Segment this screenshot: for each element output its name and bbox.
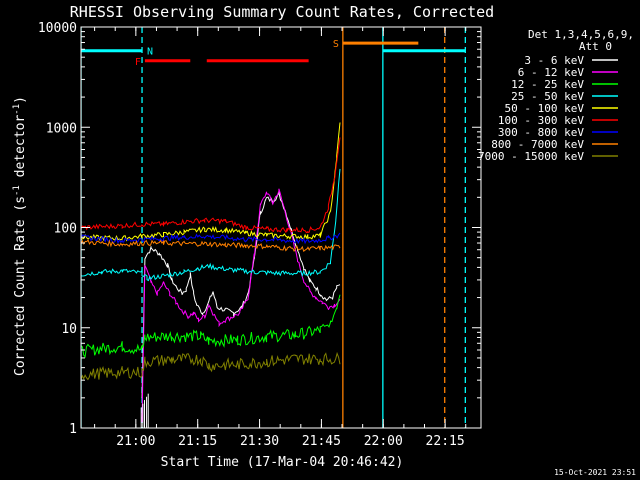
series-line-800-7000-kev: [81, 239, 341, 253]
y-axis-label-mid: detector: [13, 115, 28, 186]
y-axis-label-end: ): [13, 96, 28, 104]
legend-label-50-100-kev: 50 - 100 keV: [505, 102, 585, 115]
flag-f-label: F: [135, 57, 141, 68]
legend-label-800-7000-kev: 800 - 7000 keV: [491, 138, 584, 151]
legend-label-6-12-kev: 6 - 12 keV: [518, 66, 585, 79]
legend-label-25-50-kev: 25 - 50 keV: [511, 90, 584, 103]
series-line-12-25-kev: [81, 294, 341, 359]
y-axis-label-main: Corrected Count Rate (s: [13, 196, 28, 376]
series-line-50-100-kev: [81, 122, 341, 242]
legend-label-7000-15000-kev: 7000 - 15000 keV: [478, 150, 584, 163]
y-tick-label: 10000: [38, 21, 77, 36]
series-line-6-12-kev: [141, 188, 341, 423]
x-tick-label: 21:45: [302, 434, 341, 449]
legend-label-3-6-kev: 3 - 6 keV: [524, 54, 584, 67]
legend-label-300-800-kev: 300 - 800 keV: [498, 126, 584, 139]
legend-header-attenuator: Att 0: [579, 40, 612, 53]
series-line-300-800-kev: [81, 232, 341, 245]
x-tick-label: 21:00: [116, 434, 155, 449]
series-line-100-300-kev: [81, 137, 341, 234]
y-axis-label-sup-2: -1: [12, 104, 22, 115]
legend-label-12-25-kev: 12 - 25 keV: [511, 78, 584, 91]
y-tick-label: 1: [69, 422, 77, 437]
x-tick-label: 22:00: [364, 434, 403, 449]
flag-n-label: N: [147, 47, 153, 58]
series-line-25-50-kev: [81, 168, 341, 282]
chart-title: RHESSI Observing Summary Count Rates, Co…: [70, 3, 494, 21]
y-axis-label: Corrected Count Rate (s-1 detector-1): [12, 96, 28, 376]
y-tick-label: 10: [61, 322, 77, 337]
x-axis-label: Start Time (17-Mar-04 20:46:42): [161, 455, 404, 470]
axes: 1 10 100 1000 10000 21:00 21:15 21:30 21:45 22:00…: [38, 21, 482, 449]
x-tick-label: 22:15: [426, 434, 465, 449]
plot-series-group: [81, 27, 466, 428]
plot-area: N S F: [81, 27, 466, 428]
y-tick-label: 1000: [46, 121, 77, 136]
footer-date: 15-Oct-2021 23:51: [554, 468, 636, 477]
x-tick-label: 21:15: [178, 434, 217, 449]
legend-label-100-300-kev: 100 - 300 keV: [498, 114, 584, 127]
series-line-7000-15000-kev: [81, 351, 341, 381]
x-tick-label: 21:30: [240, 434, 279, 449]
flag-s-label: S: [333, 39, 339, 50]
legend-header-detectors: Det 1,3,4,5,6,9,: [528, 28, 634, 41]
y-axis-label-sup-1: -1: [12, 185, 22, 196]
y-tick-label: 100: [54, 222, 77, 237]
